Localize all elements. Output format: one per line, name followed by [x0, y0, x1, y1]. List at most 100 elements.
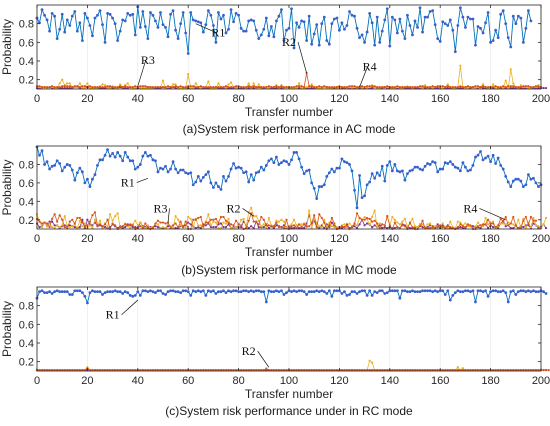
data-point-r2 — [270, 86, 273, 89]
data-point-r1 — [111, 290, 114, 294]
data-point-r1 — [527, 173, 530, 176]
data-point-r2 — [116, 86, 119, 89]
data-point-r3 — [187, 72, 190, 76]
data-point-r4 — [48, 220, 51, 223]
data-point-r1 — [166, 170, 170, 174]
data-point-r2 — [524, 215, 527, 219]
data-point-r4 — [189, 223, 192, 226]
data-point-r2 — [255, 86, 258, 89]
data-point-r2 — [270, 225, 273, 228]
data-point-r1 — [330, 294, 334, 298]
data-point-r2 — [61, 85, 64, 88]
data-point-r2 — [366, 216, 369, 220]
data-point-r1 — [388, 160, 392, 164]
data-point-r3 — [502, 222, 505, 225]
data-point-r1 — [116, 151, 120, 154]
data-point-r2 — [171, 224, 175, 227]
data-point-r2 — [209, 218, 212, 221]
data-point-r2 — [532, 86, 535, 89]
data-point-r3 — [217, 82, 220, 85]
data-point-r1 — [234, 289, 238, 293]
data-point-r1 — [219, 187, 223, 191]
data-point-r2 — [78, 216, 81, 220]
data-point-r4 — [73, 226, 76, 229]
data-point-r3 — [504, 79, 507, 82]
data-point-r3 — [207, 80, 210, 83]
data-point-r3 — [58, 82, 61, 85]
data-point-r1 — [169, 12, 172, 16]
data-point-r1 — [516, 14, 520, 18]
data-point-r3 — [45, 225, 49, 228]
data-point-r3 — [222, 221, 225, 224]
data-point-r1 — [237, 290, 241, 294]
data-point-r2 — [58, 86, 61, 89]
data-point-r4 — [38, 226, 41, 229]
data-point-r1 — [322, 183, 326, 187]
data-point-r1 — [196, 175, 200, 178]
data-point-r2 — [318, 213, 321, 216]
data-point-r2 — [429, 86, 432, 89]
y-tick-label: 0.2 — [19, 215, 34, 227]
data-point-r1 — [272, 35, 276, 39]
data-point-r1 — [514, 177, 518, 181]
data-point-r2 — [383, 224, 386, 227]
data-point-r2 — [481, 223, 485, 226]
data-point-r4 — [471, 225, 475, 228]
data-point-r2 — [247, 85, 250, 88]
data-point-r2 — [156, 86, 160, 89]
data-point-r1 — [307, 168, 311, 172]
data-point-r3 — [257, 83, 260, 86]
data-point-r3 — [484, 216, 487, 220]
data-point-r1 — [282, 293, 286, 296]
data-point-r4 — [166, 225, 170, 228]
data-point-r2 — [192, 218, 195, 221]
data-point-r1 — [504, 175, 508, 178]
data-point-r3 — [275, 219, 278, 222]
data-point-r1 — [161, 23, 165, 26]
data-point-r2 — [121, 225, 124, 228]
data-point-r1 — [131, 159, 135, 163]
data-point-r3 — [252, 82, 255, 85]
data-point-r2 — [408, 86, 412, 89]
data-point-r3 — [290, 223, 293, 226]
data-point-r2 — [403, 225, 407, 228]
data-point-r3 — [227, 83, 230, 86]
data-point-r2 — [486, 218, 490, 221]
data-point-r2 — [161, 86, 165, 89]
data-point-r1 — [338, 166, 341, 170]
data-point-r3 — [250, 206, 253, 209]
data-point-r2 — [149, 86, 152, 89]
data-point-r2 — [406, 86, 409, 89]
data-point-r1 — [209, 13, 213, 17]
data-point-r3 — [456, 220, 459, 223]
data-point-r2 — [391, 86, 394, 89]
data-point-r2 — [40, 222, 44, 225]
data-point-r1 — [267, 289, 271, 293]
data-point-r1 — [300, 19, 303, 23]
data-point-r1 — [494, 289, 498, 293]
data-point-r1 — [154, 19, 157, 23]
x-tick-label: 40 — [132, 93, 144, 105]
data-point-r3 — [116, 212, 119, 215]
data-point-r1 — [194, 19, 198, 23]
data-point-r2 — [217, 221, 220, 224]
data-point-r2 — [292, 86, 296, 89]
data-point-r1 — [217, 11, 220, 14]
data-point-r3 — [240, 218, 243, 221]
data-point-r1 — [320, 185, 324, 188]
data-point-r2 — [262, 218, 265, 221]
data-point-r2 — [171, 86, 175, 89]
data-point-r1 — [327, 171, 331, 175]
data-point-r2 — [282, 86, 286, 89]
data-point-r1 — [186, 172, 190, 176]
data-point-r2 — [537, 85, 540, 88]
data-point-r1 — [358, 36, 361, 40]
data-point-r1 — [224, 31, 228, 35]
data-point-r3 — [101, 83, 104, 86]
data-point-r2 — [234, 85, 238, 88]
data-point-r1 — [222, 175, 225, 178]
data-point-r3 — [66, 82, 69, 85]
y-axis-label: Probability — [0, 159, 14, 215]
data-point-r1 — [113, 155, 117, 159]
data-point-r1 — [433, 289, 437, 293]
